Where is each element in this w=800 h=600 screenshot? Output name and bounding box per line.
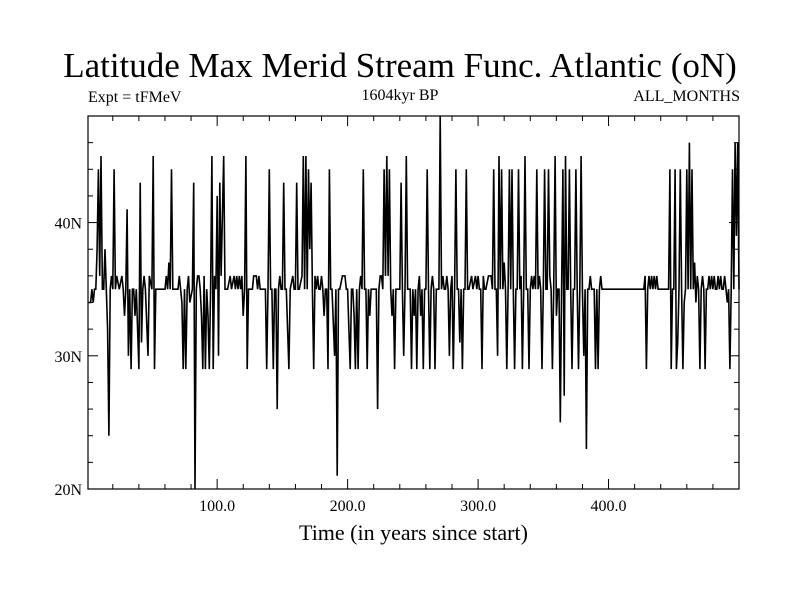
x-tick-label: 400.0 xyxy=(591,498,627,515)
experiment-label: Expt = tFMeV xyxy=(88,89,182,106)
chart-title: Latitude Max Merid Stream Func. Atlantic… xyxy=(63,46,737,85)
axis-ticks xyxy=(88,116,739,489)
months-label: ALL_MONTHS xyxy=(633,88,740,105)
y-tick-label: 40N xyxy=(54,216,82,233)
tick-labels: 100.0 200.0 300.0 400.0 20N 30N 40N xyxy=(54,216,626,515)
x-axis-label: Time (in years since start) xyxy=(299,520,528,545)
y-tick-label: 20N xyxy=(54,482,82,499)
x-tick-label: 300.0 xyxy=(460,498,496,515)
y-tick-label: 30N xyxy=(54,349,82,366)
x-tick-label: 200.0 xyxy=(330,498,366,515)
x-tick-label: 100.0 xyxy=(199,498,235,515)
period-label: 1604kyr BP xyxy=(361,87,439,104)
plot-frame xyxy=(87,115,740,490)
series-line xyxy=(88,115,740,490)
